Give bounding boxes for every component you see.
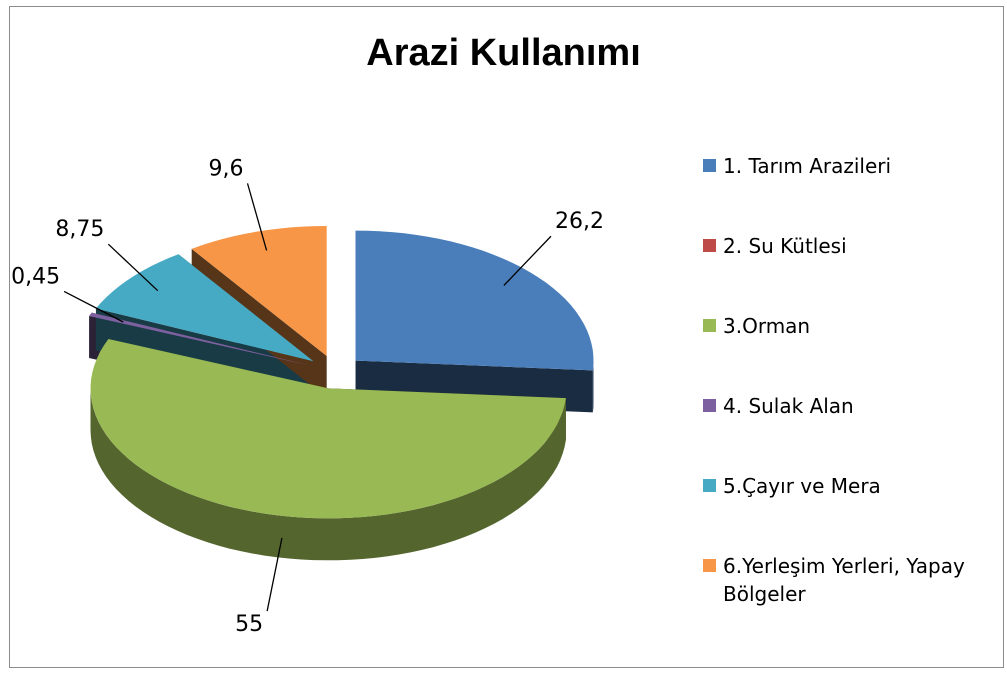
- legend-label: 1. Tarım Arazileri: [723, 154, 892, 178]
- legend-swatch: [703, 319, 716, 332]
- data-label: 0,45: [11, 264, 60, 289]
- data-label: 9,6: [209, 156, 244, 181]
- leader-line: [246, 183, 268, 251]
- slice-side: [90, 388, 566, 561]
- slice: [191, 226, 327, 356]
- legend-label: 3.Orman: [723, 314, 811, 338]
- slice: [95, 254, 314, 362]
- legend-swatch: [703, 479, 716, 492]
- data-label: 26,2: [555, 209, 604, 234]
- slice: [355, 230, 594, 371]
- legend-item: 6.Yerleşim Yerleri, Yapay Bölgeler: [703, 552, 1003, 632]
- legend-item: 3.Orman: [703, 312, 1003, 392]
- legend-swatch: [703, 399, 716, 412]
- legend-swatch: [703, 559, 716, 572]
- chart-frame: [9, 6, 1004, 668]
- legend-item: 5.Çayır ve Mera: [703, 472, 1003, 552]
- slice-side: [592, 360, 594, 413]
- slice-tops: [89, 226, 594, 519]
- slice: [90, 339, 566, 519]
- legend-label: 5.Çayır ve Mera: [723, 474, 881, 498]
- legend-item: 1. Tarım Arazileri: [703, 152, 1003, 232]
- leader-line: [266, 537, 283, 612]
- data-label: 8,75: [55, 217, 104, 242]
- legend-swatch: [703, 239, 716, 252]
- chart-title: Arazi Kullanımı: [366, 32, 641, 74]
- legend-item: 2. Su Kütlesi: [703, 232, 1003, 312]
- slice: [89, 312, 310, 366]
- leader-line: [107, 243, 159, 292]
- legend: 1. Tarım Arazileri 2. Su Kütlesi 3.Orman 4.…: [703, 152, 1003, 632]
- legend-label: 4. Sulak Alan: [723, 394, 854, 418]
- legend-label: 2. Su Kütlesi: [723, 234, 847, 258]
- legend-item: 4. Sulak Alan: [703, 392, 1003, 472]
- leader-line: [503, 235, 552, 286]
- legend-label: 6.Yerleşim Yerleri, Yapay Bölgeler: [723, 554, 965, 606]
- data-label: 55: [235, 612, 263, 637]
- leader-line: [63, 290, 124, 323]
- legend-swatch: [703, 159, 716, 172]
